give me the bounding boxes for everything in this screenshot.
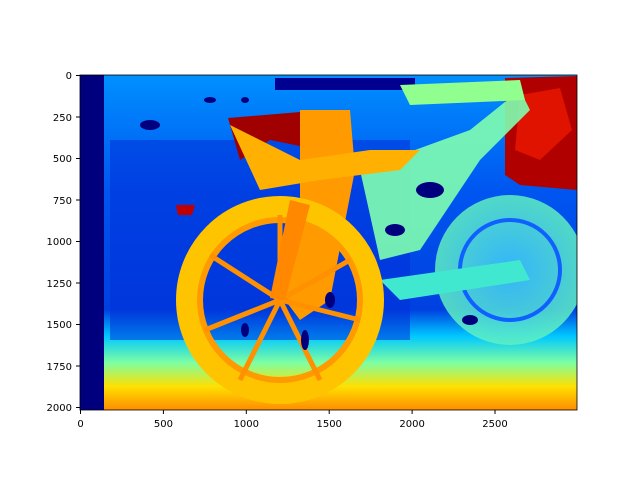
plot-frame: [79, 74, 578, 411]
y-tick-label: 0: [66, 71, 72, 82]
y-tick-label: 1750: [47, 362, 72, 373]
x-tick-label: 0: [77, 419, 83, 430]
x-tick-label: 500: [154, 419, 173, 430]
x-tick-label: 2500: [482, 419, 507, 430]
x-tick-label: 1000: [234, 419, 259, 430]
x-axis: 0 500 1000 1500 2000 2500: [77, 410, 508, 430]
y-tick-label: 1500: [47, 320, 72, 331]
y-tick-label: 500: [53, 154, 72, 165]
y-tick-label: 1250: [47, 279, 72, 290]
y-tick-label: 250: [53, 113, 72, 124]
y-tick-label: 750: [53, 196, 72, 207]
y-axis: 0 250 500 750 1000 1250 1500 1750 2000: [47, 71, 80, 414]
x-tick-label: 2000: [399, 419, 424, 430]
y-tick-label: 2000: [47, 403, 72, 414]
depth-image: [80, 75, 577, 410]
y-tick-label: 1000: [47, 237, 72, 248]
x-tick-label: 1500: [316, 419, 341, 430]
